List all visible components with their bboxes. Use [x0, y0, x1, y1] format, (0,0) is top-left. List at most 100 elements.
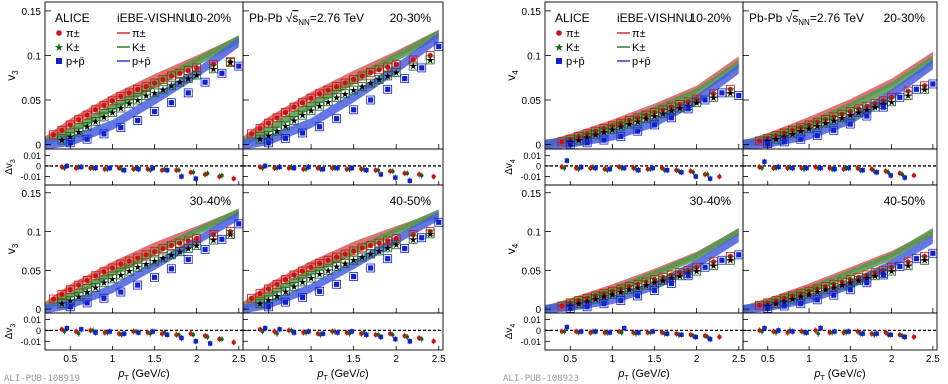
pion-point	[864, 272, 870, 278]
pion-point	[847, 277, 853, 283]
ratio-pion	[188, 170, 193, 175]
x-tick-label: 0.5	[63, 354, 77, 365]
pion-point	[118, 93, 124, 100]
ratio-kaon	[275, 331, 279, 336]
ratio-y-tick-label: 0.01	[23, 151, 41, 161]
y-axis-label: v4	[504, 243, 520, 254]
pion-point	[151, 80, 158, 86]
pion-point	[872, 100, 878, 107]
syst-box-k	[289, 116, 299, 125]
pion-point	[50, 296, 57, 302]
syst-box-k	[675, 271, 685, 281]
kaon-point: ★	[184, 74, 193, 85]
syst-box-k	[99, 278, 109, 288]
kaon-point: ★	[838, 113, 847, 124]
pion-point	[67, 122, 73, 128]
pion-point	[257, 125, 263, 132]
syst-box-k	[608, 125, 617, 134]
syst-box-pi	[315, 89, 324, 99]
syst-box-pi	[366, 67, 376, 77]
syst-box-pi	[74, 280, 84, 290]
pion-point	[905, 88, 911, 94]
kaon-point: ★	[256, 135, 265, 146]
kaon-point: ★	[726, 256, 735, 267]
model-band-p	[45, 37, 239, 150]
kaon-point: ★	[392, 240, 401, 251]
proton-point	[736, 252, 742, 258]
y-tick-label: 0.1	[527, 51, 541, 62]
syst-box-k	[725, 88, 735, 98]
syst-box-p	[683, 104, 693, 114]
syst-box-k	[349, 255, 359, 265]
pion-point	[855, 106, 862, 112]
x-tick-label: 2.5	[732, 354, 746, 365]
syst-box-pi	[289, 102, 299, 112]
legend-data-label: p+p̄	[566, 56, 585, 68]
x-axis-label-unit: (GeV/	[129, 368, 162, 380]
kaon-point: ★	[920, 256, 929, 267]
pion-point	[342, 251, 348, 257]
syst-box-k	[306, 273, 316, 283]
centrality-label: 20-30%	[884, 11, 926, 25]
proton-point	[736, 92, 742, 99]
pion-point	[756, 302, 763, 308]
syst-box-p	[349, 105, 359, 115]
centrality-label: 20-30%	[390, 11, 432, 25]
ratio-kaon	[191, 332, 196, 337]
syst-box-p	[779, 137, 789, 147]
ratio-kaon	[220, 173, 224, 178]
syst-box-k	[425, 55, 435, 65]
syst-box-k	[374, 246, 384, 256]
ratio-proton	[335, 165, 340, 171]
proton-point	[702, 97, 708, 103]
kaon-point: ★	[805, 124, 814, 135]
kaon-point: ★	[829, 283, 838, 294]
pion-point	[773, 133, 779, 139]
syst-box-p	[895, 262, 905, 271]
ratio-proton	[378, 334, 384, 340]
syst-box-pi	[557, 137, 567, 147]
syst-box-p	[366, 263, 376, 273]
syst-box-k	[116, 270, 126, 280]
ratio-pion	[330, 329, 335, 334]
syst-box-pi	[141, 82, 151, 92]
y-tick-label: 0	[535, 141, 541, 152]
pion-point	[660, 107, 666, 113]
kaon-point: ★	[142, 91, 151, 102]
syst-box-p	[133, 280, 143, 290]
syst-box-p	[796, 299, 806, 309]
proton-point	[618, 133, 624, 140]
ratio-proton	[262, 163, 268, 169]
pion-point	[248, 295, 255, 301]
pion-point	[864, 103, 870, 109]
kaon-point: ★	[167, 81, 176, 92]
kaon-point: ★	[358, 253, 367, 264]
syst-box-k	[57, 135, 67, 145]
ratio-pion	[231, 176, 236, 181]
syst-box-p	[217, 234, 227, 244]
proton-point	[897, 263, 903, 270]
panel-v4-20-30%: ★★★★★★★★★★★★★★★★★★20-30%	[742, 1, 938, 186]
x-tick-label: 0.5	[761, 354, 775, 365]
ratio-y-tick-label: 0.01	[23, 315, 41, 325]
syst-box-k	[616, 122, 626, 132]
pion-point	[168, 73, 174, 79]
syst-box-pi	[408, 55, 418, 65]
legend-model-header: iEBE-VISHNU	[117, 11, 193, 25]
x-tick-label: 1.5	[347, 354, 361, 365]
syst-box-k	[225, 230, 235, 240]
pion-point	[710, 91, 717, 97]
ratio-kaon	[886, 170, 891, 175]
kaon-point: ★	[642, 114, 651, 125]
ratio-proton	[320, 166, 326, 172]
x-axis-label-c: c	[661, 368, 667, 380]
syst-box-k	[150, 88, 159, 98]
figure-v3: ★ ★ ★ ★ ★ ★ ★ ★ ★ ★ ★ ★ ★ ★ ★ ★ ★★★00.050.10.150.010-0.0…	[4, 1, 446, 384]
syst-box-pi	[158, 75, 168, 84]
kaon-point: ★	[290, 282, 299, 293]
syst-box-pi	[116, 92, 126, 101]
legend-model-label: π±	[132, 28, 146, 40]
ratio-proton	[846, 165, 851, 171]
y-tick-label: 0	[535, 305, 541, 316]
pion-point	[282, 109, 289, 116]
